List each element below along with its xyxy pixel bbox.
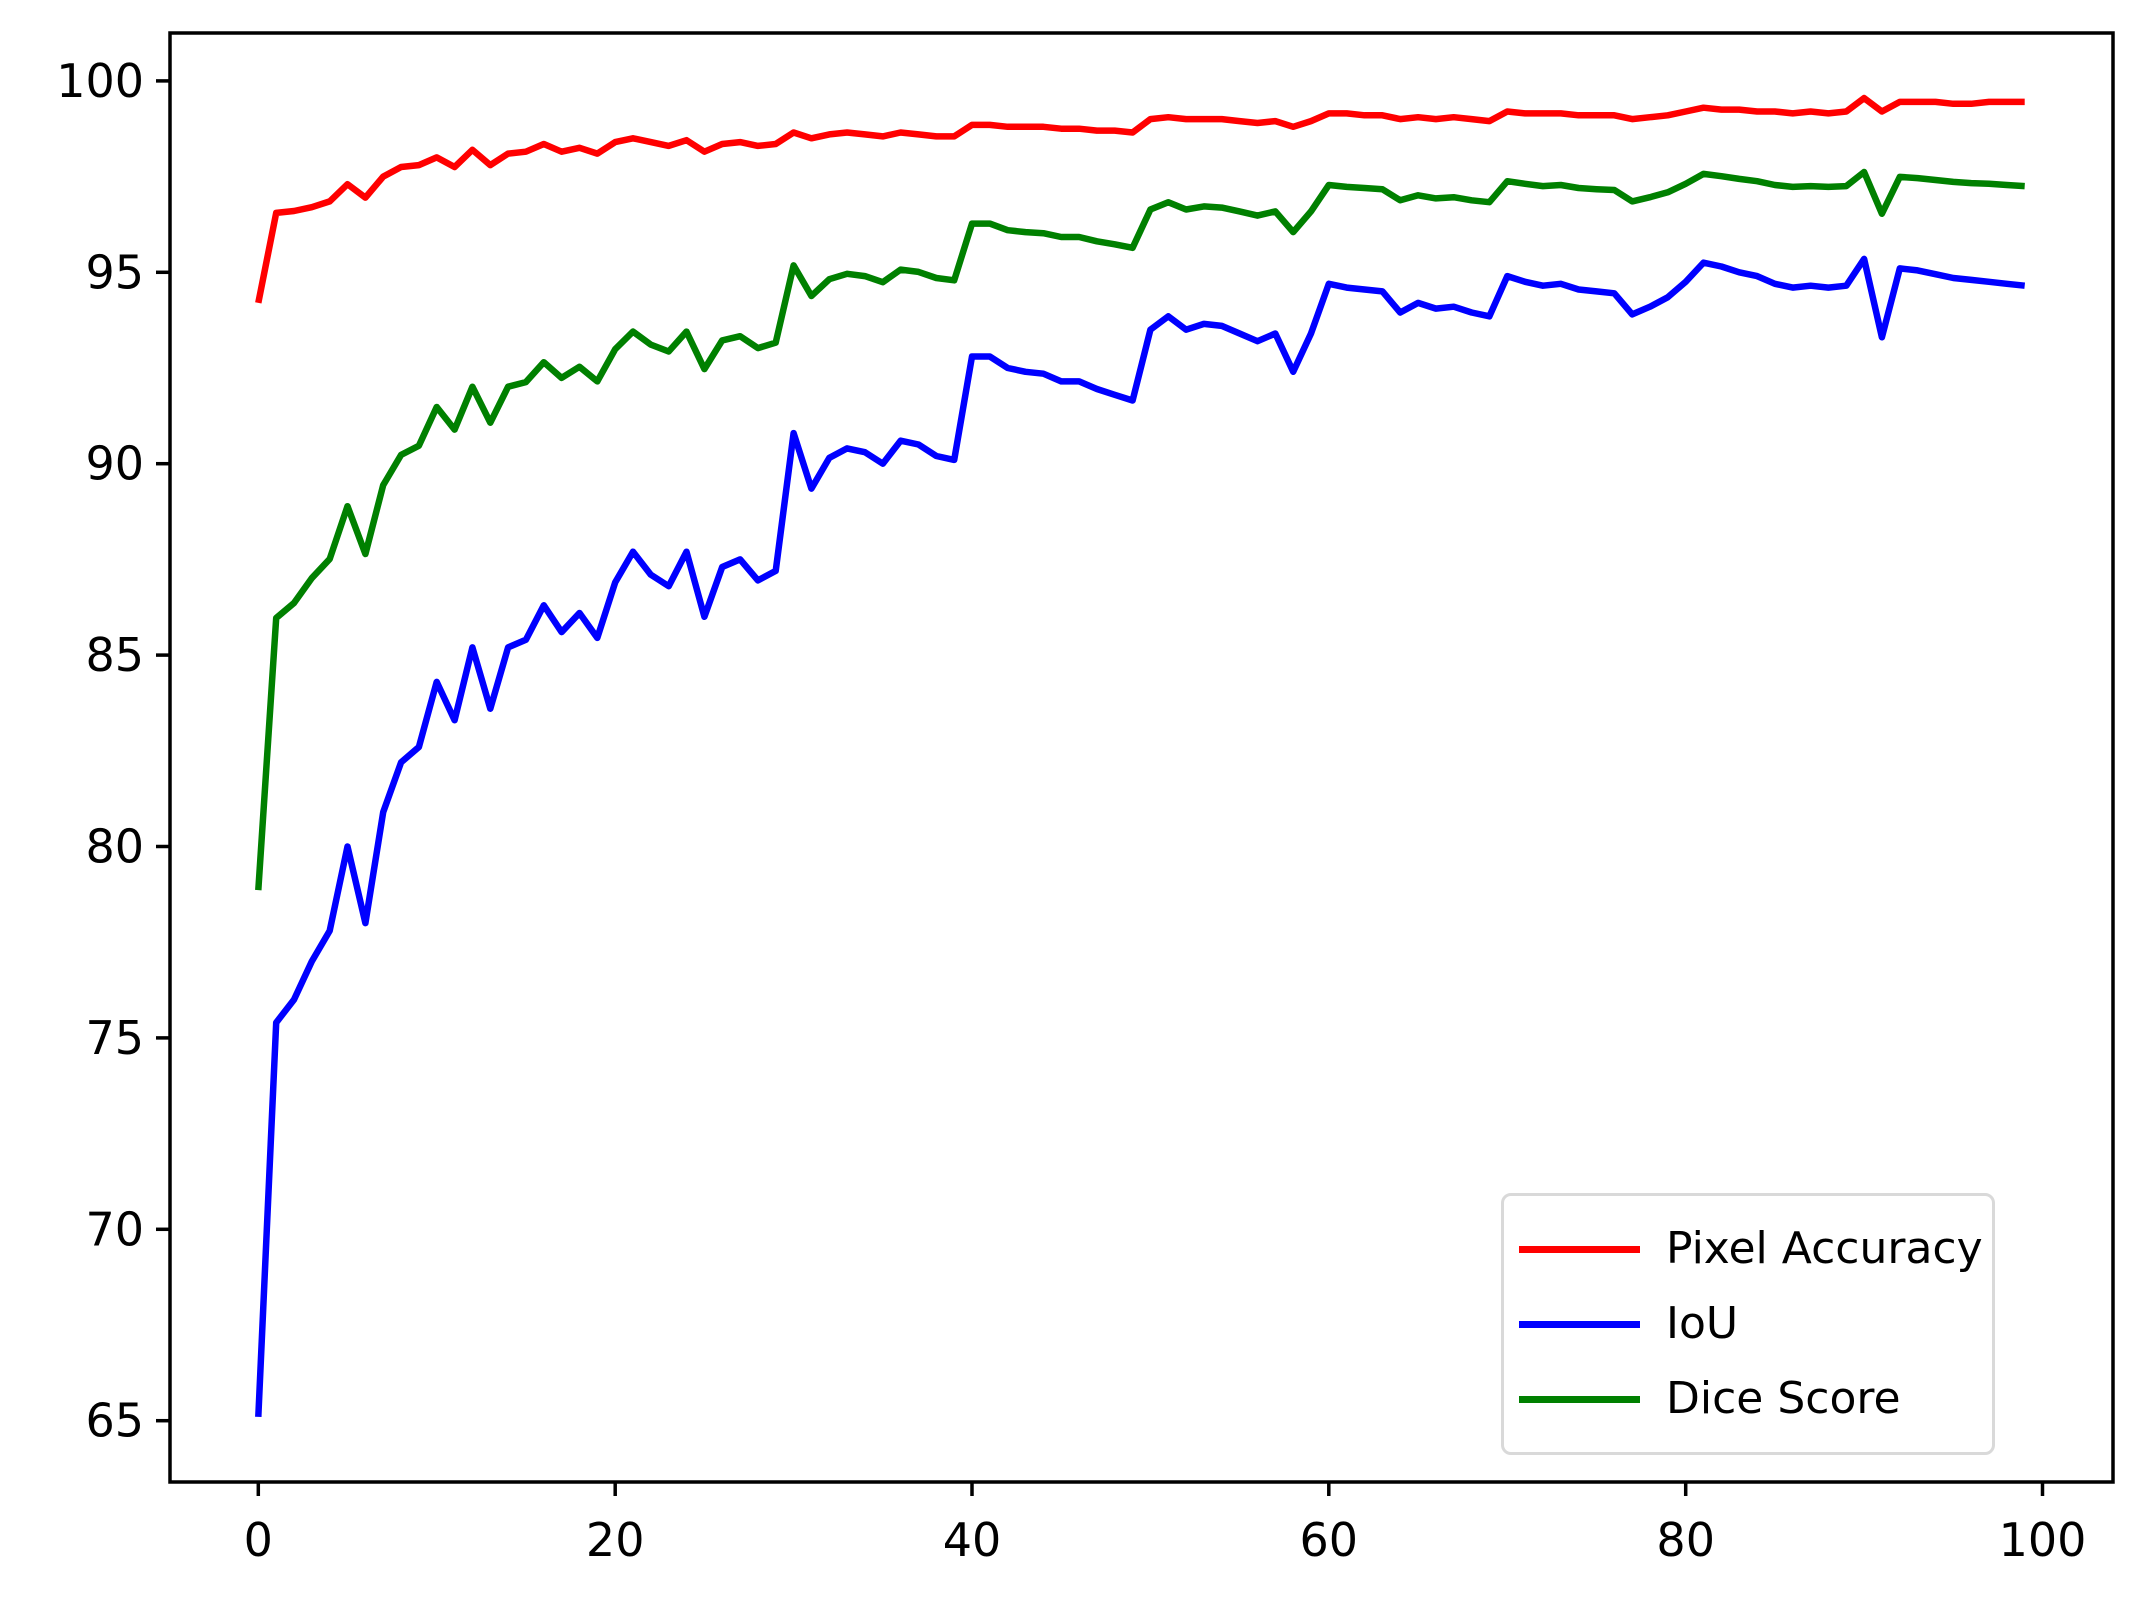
x-axis-tick-label: 60: [1300, 1513, 1359, 1567]
x-axis-tick-label: 0: [244, 1513, 273, 1567]
x-axis-tick-label: 20: [586, 1513, 645, 1567]
legend-label-iou: IoU: [1666, 1298, 1739, 1349]
y-axis-tick-label: 90: [85, 437, 144, 491]
legend-label-dice-score: Dice Score: [1666, 1373, 1901, 1424]
y-axis-tick-label: 95: [85, 245, 144, 299]
series-line-pixel-accuracy: [255, 94, 2025, 304]
y-axis-tick-label: 100: [56, 54, 144, 108]
legend-line-sample-iou: [1519, 1320, 1640, 1328]
y-axis-tick-label: 65: [85, 1394, 144, 1448]
y-axis-tick-label: 80: [85, 820, 144, 874]
series-line-dice-score: [255, 168, 2025, 891]
legend-label-pixel-accuracy: Pixel Accuracy: [1666, 1223, 1983, 1274]
plot-border: [168, 31, 2115, 1484]
y-axis-tick-label: 75: [85, 1011, 144, 1065]
legend-line-sample-dice-score: [1519, 1395, 1640, 1403]
y-axis-tick-label: 70: [85, 1202, 144, 1256]
legend-line-sample-pixel-accuracy: [1519, 1245, 1640, 1253]
x-axis-tick-label: 100: [1999, 1513, 2087, 1567]
x-axis-tick-label: 40: [943, 1513, 1002, 1567]
series-line-iou: [255, 255, 2026, 1418]
y-axis-tick-label: 85: [85, 628, 144, 682]
legend-entry-iou: IoU: [1519, 1302, 1974, 1346]
legend-entry-pixel-accuracy: Pixel Accuracy: [1519, 1227, 1983, 1271]
legend-entry-dice-score: Dice Score: [1519, 1377, 1974, 1421]
legend: Pixel Accuracy IoU Dice Score: [1501, 1193, 1995, 1455]
x-axis-tick-label: 80: [1656, 1513, 1715, 1567]
